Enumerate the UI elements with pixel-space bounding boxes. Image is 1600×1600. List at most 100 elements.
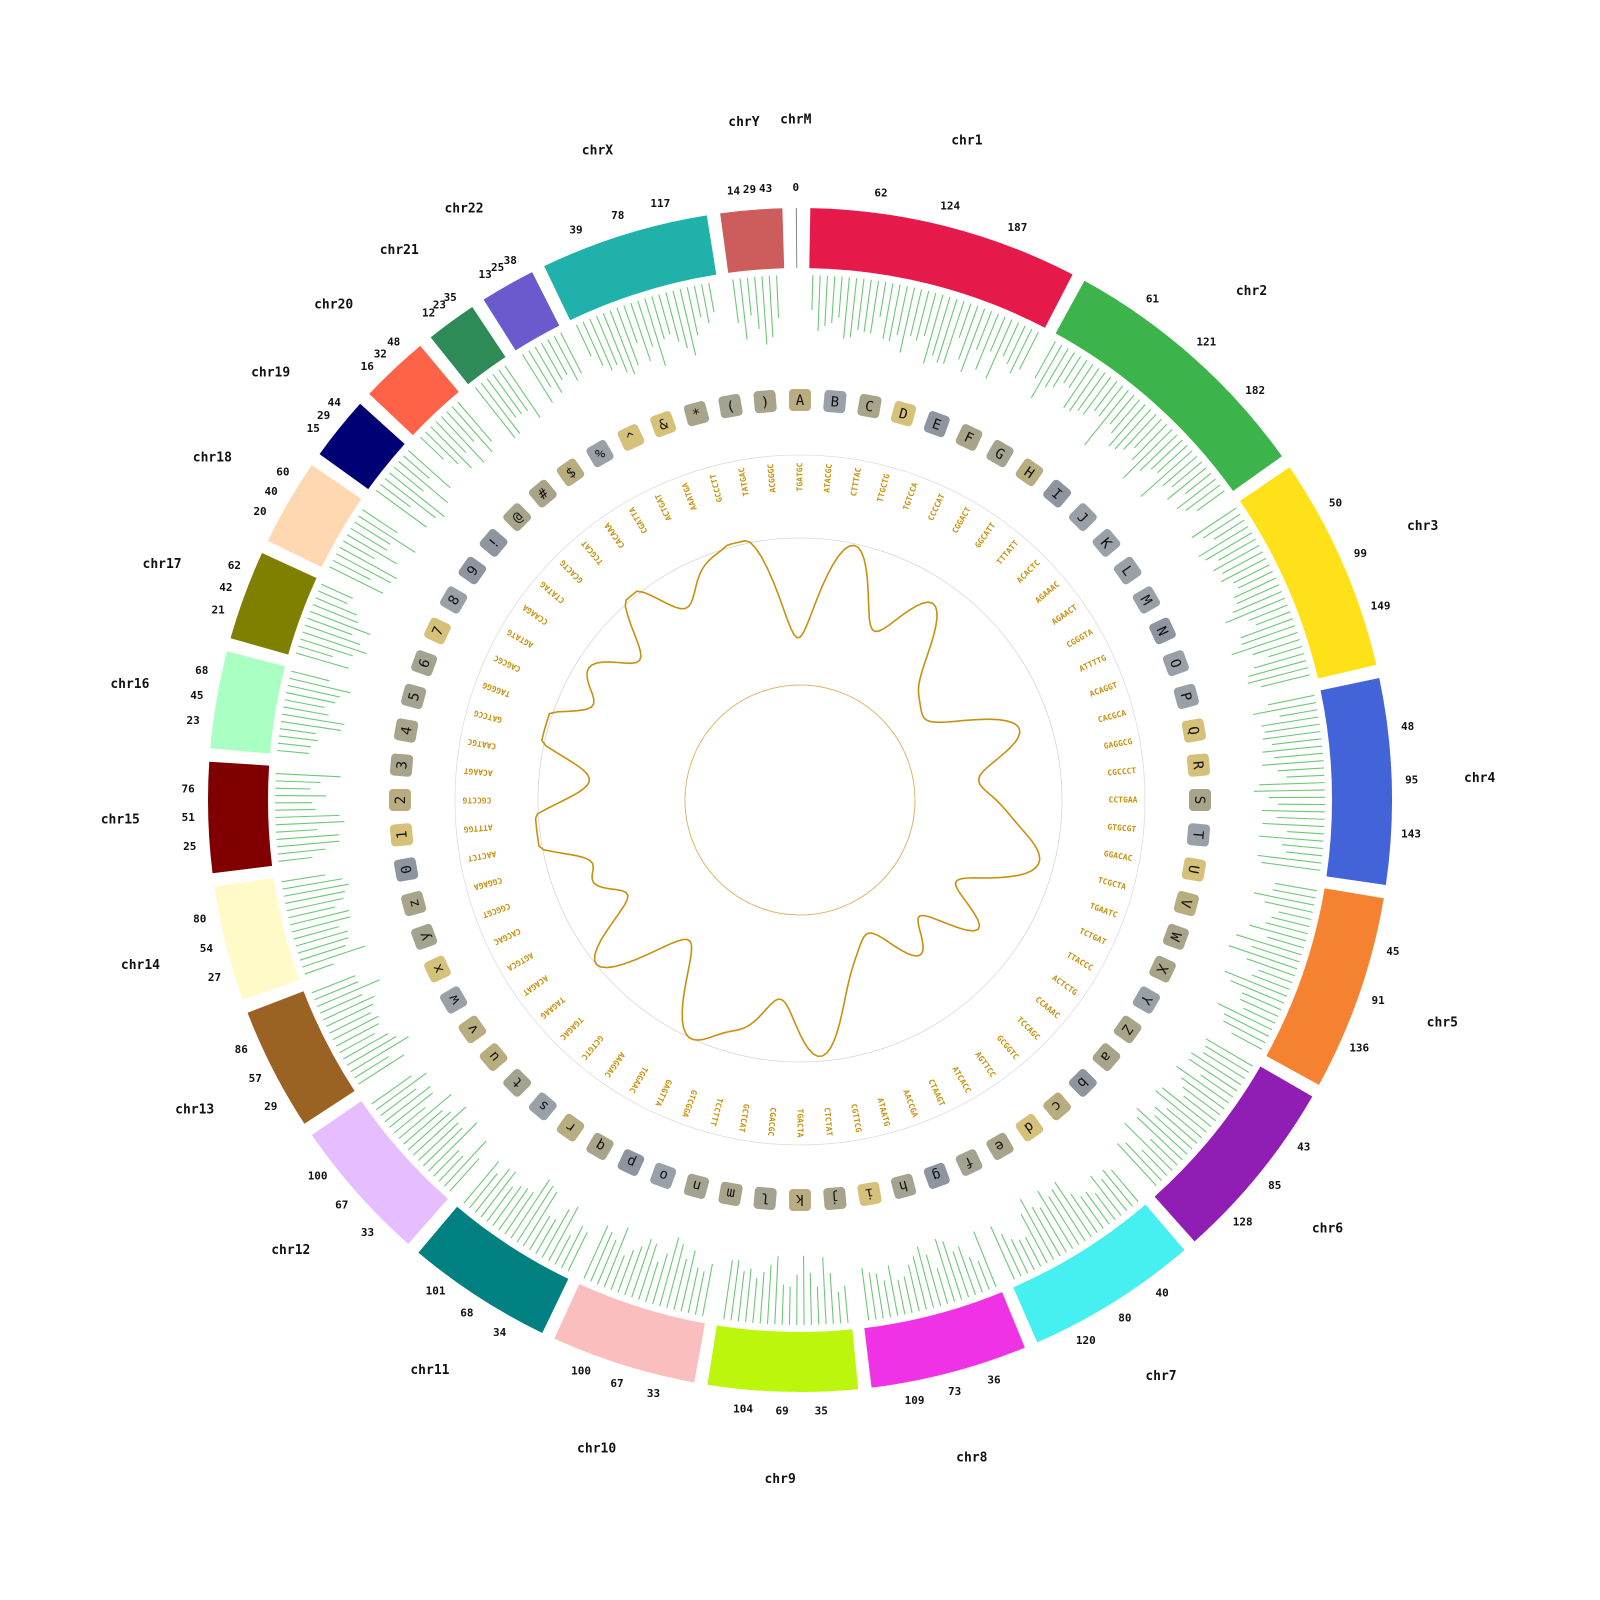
- chromosome-block-chr22: [483, 272, 560, 351]
- histogram-bar: [616, 307, 639, 366]
- chromosome-label: chr20: [314, 298, 353, 313]
- histogram-bar: [903, 1276, 913, 1314]
- tick-label: 16: [361, 360, 375, 373]
- histogram-bar: [912, 1256, 927, 1310]
- histogram-bar: [412, 1106, 467, 1156]
- histogram-bar: [879, 281, 887, 318]
- histogram-bar: [1183, 1095, 1216, 1122]
- histogram-bar: [336, 553, 392, 584]
- glyph-badge: z: [401, 890, 427, 917]
- sequence-label: GTGCGT: [1107, 822, 1137, 834]
- histogram-bar: [438, 1155, 464, 1182]
- histogram-bar: [1262, 730, 1321, 740]
- glyph-background: [556, 1113, 585, 1142]
- histogram-bar: [1141, 1149, 1168, 1176]
- histogram-bar: [304, 963, 334, 975]
- histogram-bar: [510, 1179, 551, 1239]
- histogram-bar: [278, 742, 312, 748]
- tick-label: 0: [792, 181, 799, 194]
- tick-label: 124: [940, 200, 960, 213]
- tick-label: 40: [264, 485, 277, 498]
- histogram-bar: [936, 298, 958, 363]
- histogram-bar: [603, 1227, 629, 1288]
- histogram-bar: [1253, 652, 1305, 669]
- histogram-bar: [1241, 992, 1282, 1011]
- histogram-bar: [516, 1185, 554, 1243]
- tick-label: 67: [610, 1377, 623, 1390]
- tick-label: 27: [208, 971, 221, 984]
- glyph-badge: K: [1092, 529, 1121, 557]
- sequence-label: GCACTG: [558, 558, 585, 585]
- glyph-badge: 9: [458, 556, 487, 585]
- histogram-bar: [732, 279, 739, 324]
- histogram-bar: [802, 1255, 805, 1325]
- histogram-bar: [922, 294, 944, 364]
- tick-label: 36: [987, 1373, 1001, 1386]
- histogram-bar: [1149, 1138, 1178, 1166]
- histogram-bar: [1265, 922, 1308, 935]
- glyph-badge: $: [556, 458, 585, 487]
- histogram-bar: [1253, 892, 1315, 906]
- chromosome-label: chrY: [728, 115, 759, 130]
- histogram-bar: [744, 1268, 752, 1323]
- sequence-label: TATGAC: [737, 467, 751, 497]
- sequence-label: GGACAC: [1103, 849, 1133, 863]
- glyph-character: h: [897, 1177, 909, 1195]
- glyph-character: Q: [1184, 725, 1201, 736]
- histogram-bar: [423, 1127, 463, 1167]
- tick-label: 121: [1196, 335, 1216, 348]
- histogram-bar: [420, 436, 444, 460]
- glyph-background: [1132, 986, 1160, 1014]
- histogram-bar: [870, 280, 880, 334]
- glyph-badge: %: [586, 440, 614, 468]
- glyph-background: [1162, 923, 1189, 950]
- histogram-bar: [1063, 364, 1094, 409]
- glyph-background: [1173, 683, 1199, 710]
- histogram-bar: [723, 1260, 733, 1320]
- histogram-bar: [354, 521, 391, 545]
- glyph-background: [683, 401, 710, 427]
- histogram-bar: [1268, 645, 1303, 658]
- glyph-background: [955, 1149, 983, 1176]
- histogram-bar: [480, 382, 521, 434]
- histogram-bar: [1198, 525, 1249, 558]
- sequence-label: TTACCC: [1065, 950, 1095, 972]
- histogram-bar: [276, 834, 339, 841]
- glyph-badge: F: [955, 424, 983, 451]
- tick-label: 182: [1245, 384, 1265, 397]
- sequence-label: CGGCGT: [481, 901, 511, 919]
- histogram-bar: [540, 342, 563, 381]
- histogram-bar: [1248, 660, 1307, 677]
- glyph-background: [923, 411, 950, 438]
- histogram-bar: [843, 277, 850, 339]
- tick-label: 62: [874, 186, 887, 199]
- chromosome-label: chrX: [582, 143, 613, 158]
- glyph-character: *: [691, 406, 703, 424]
- histogram-bar: [560, 332, 582, 374]
- histogram-bar: [960, 308, 986, 372]
- histogram-bar: [768, 275, 774, 338]
- histogram-bar: [343, 1033, 389, 1060]
- sequence-label: CCCCAT: [926, 492, 946, 522]
- sequence-label: CACAAA: [603, 521, 627, 550]
- histogram-bar: [754, 276, 760, 329]
- histogram-bar: [1246, 958, 1295, 977]
- histogram-bar: [811, 275, 814, 311]
- chromosome-block-chr11: [418, 1206, 569, 1333]
- histogram-bar: [1258, 835, 1324, 842]
- glyph-background: [503, 503, 532, 532]
- histogram-bar: [1094, 1192, 1116, 1221]
- sequence-label: AGAACT: [1050, 603, 1079, 627]
- tick-label: 62: [228, 559, 241, 572]
- histogram-bar: [1020, 1213, 1048, 1264]
- histogram-bar: [774, 1256, 779, 1325]
- histogram-bar: [915, 290, 930, 341]
- sequence-label: AGAAAC: [1033, 580, 1061, 606]
- glyph-badge: 5: [401, 683, 427, 710]
- glyph-background: [393, 718, 419, 743]
- sequence-label: GAGTTA: [653, 1078, 673, 1108]
- glyph-badge: i: [857, 1181, 882, 1207]
- glyph-badge: M: [1132, 586, 1160, 614]
- glyph-background: [401, 683, 427, 710]
- tick-label: 29: [743, 183, 756, 196]
